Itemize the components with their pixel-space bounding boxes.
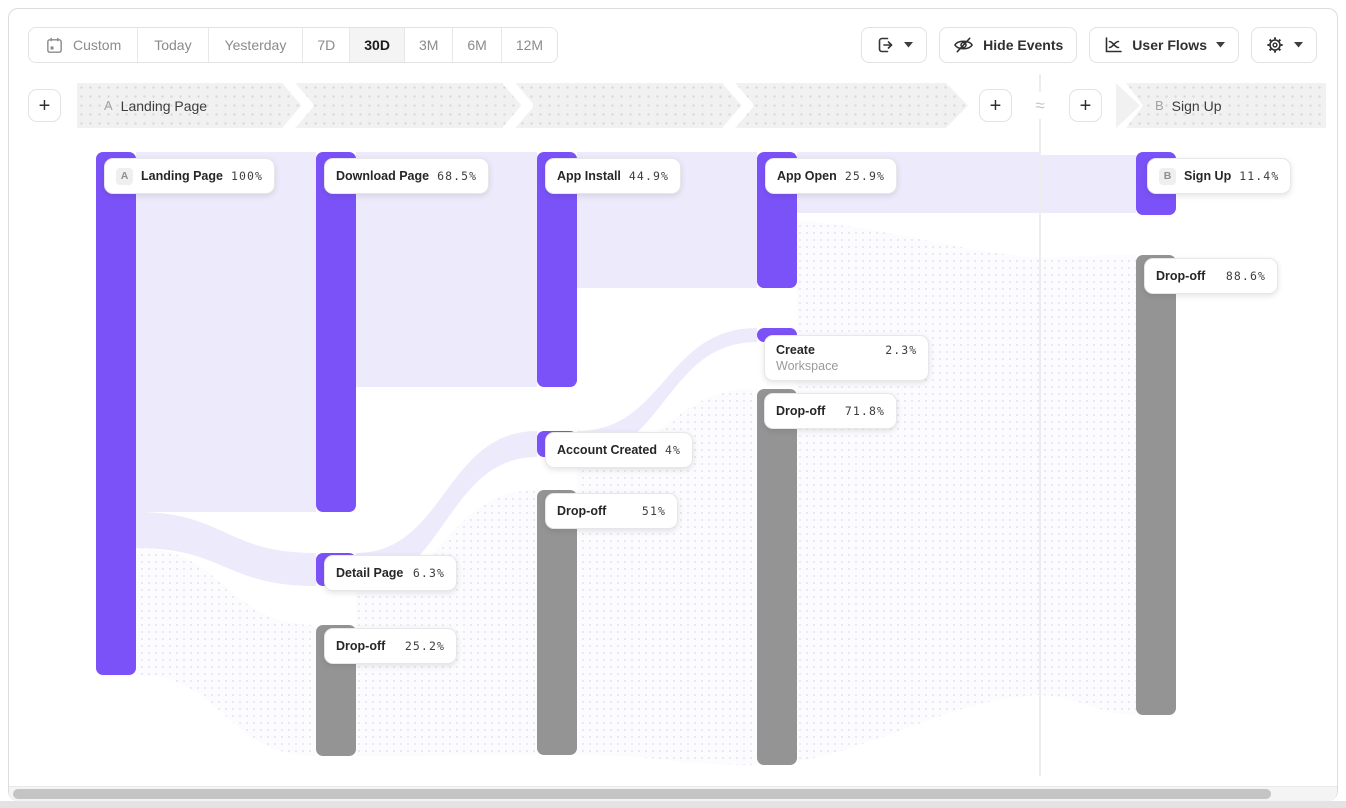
- node-value: 71.8%: [844, 404, 885, 418]
- bar-dropoff-col3[interactable]: [537, 490, 577, 755]
- node-value: 51%: [641, 504, 666, 518]
- flow-landing-to-download: [136, 152, 316, 512]
- flow-download-to-appinstall: [356, 152, 537, 387]
- flow-detail-to-account: [356, 431, 537, 586]
- node-label-account-created[interactable]: Account Created 4%: [545, 432, 694, 468]
- time-range-7d[interactable]: 7D: [303, 28, 351, 62]
- page-background-strip: [0, 801, 1346, 808]
- user-flows-chart-icon: [1103, 36, 1123, 54]
- bar-dropoff-col4[interactable]: [757, 389, 797, 765]
- node-label-dropoff-col4[interactable]: Drop-off 71.8%: [764, 393, 897, 429]
- node-name: Drop-off: [776, 404, 826, 418]
- node-label-dropoff-col2[interactable]: Drop-off 25.2%: [324, 628, 457, 664]
- flow-col2-to-dropoff3: [356, 490, 537, 756]
- time-range-3m[interactable]: 3M: [404, 28, 454, 62]
- chevron-down-icon: [1294, 42, 1303, 48]
- node-label-landing-page[interactable]: A Landing Page 100%: [104, 158, 276, 194]
- settings-button[interactable]: [1251, 27, 1317, 63]
- view-selector-button[interactable]: User Flows: [1089, 27, 1239, 63]
- time-range-custom[interactable]: Custom: [29, 28, 139, 62]
- time-range-30d[interactable]: 30D: [350, 28, 405, 62]
- node-name: Landing Page: [141, 169, 223, 183]
- node-label-dropoff-col3[interactable]: Drop-off 51%: [545, 493, 678, 529]
- node-value: 100%: [230, 169, 264, 183]
- node-label-sign-up[interactable]: B Sign Up 11.4%: [1147, 158, 1292, 194]
- node-value: 4%: [665, 443, 682, 457]
- node-name: Create: [776, 343, 815, 357]
- node-value: 68.5%: [437, 169, 478, 183]
- node-value: 6.3%: [412, 566, 445, 580]
- step-b-badge: B: [1159, 167, 1176, 185]
- node-name: Sign Up: [1184, 169, 1232, 183]
- section-separator-symbol: ≈: [1027, 92, 1053, 119]
- step-chevron-separator: [723, 83, 753, 128]
- node-label-create-workspace[interactable]: Create 2.3% Workspace: [764, 335, 930, 381]
- chevron-down-icon: [1216, 42, 1225, 48]
- flow-landing-to-detail: [136, 512, 316, 586]
- step-a-band-label: Landing Page: [120, 97, 208, 114]
- node-name: App Install: [557, 169, 621, 183]
- horizontal-scrollbar: [9, 786, 1337, 801]
- step-band-b[interactable]: B Sign Up: [1116, 83, 1326, 128]
- node-label-dropoff-b[interactable]: Drop-off 88.6%: [1144, 258, 1278, 294]
- step-b-band-label: Sign Up: [1171, 97, 1222, 114]
- chevron-down-icon: [904, 42, 914, 48]
- flow-divider-to-dropoff-b: [1041, 255, 1136, 715]
- flow-divider-to-signup: [1041, 155, 1136, 213]
- step-b-band-badge: B: [1155, 98, 1164, 113]
- node-label-download-page[interactable]: Download Page 68.5%: [324, 158, 490, 194]
- eye-off-icon: [953, 35, 974, 55]
- step-a-badge: A: [116, 167, 133, 185]
- step-chevron-separator: [283, 83, 313, 128]
- node-name: Detail Page: [336, 566, 404, 580]
- time-range-12m[interactable]: 12M: [501, 28, 558, 62]
- node-label-app-open[interactable]: App Open 25.9%: [765, 158, 897, 194]
- node-name-line2: Workspace: [776, 359, 839, 373]
- toolbar-right: Hide Events User Flows: [861, 27, 1317, 63]
- hide-events-button[interactable]: Hide Events: [939, 27, 1078, 63]
- step-chevron-separator: [503, 83, 533, 128]
- node-value: 44.9%: [628, 169, 670, 183]
- section-divider: [1039, 74, 1041, 776]
- bar-landing-page[interactable]: [96, 152, 136, 675]
- node-value: 11.4%: [1239, 169, 1280, 183]
- bar-dropoff-b[interactable]: [1136, 255, 1176, 715]
- export-icon: [875, 35, 895, 55]
- add-step-button-start[interactable]: +: [28, 89, 61, 122]
- node-name: Drop-off: [1156, 269, 1206, 283]
- step-a-band-badge: A: [104, 98, 113, 113]
- node-name: Drop-off: [557, 504, 607, 518]
- flow-landing-to-dropoff2: [136, 548, 316, 756]
- step-band-a[interactable]: A Landing Page: [77, 83, 968, 128]
- add-step-button-a-end[interactable]: +: [979, 89, 1012, 122]
- time-range-yesterday[interactable]: Yesterday: [208, 28, 304, 62]
- flow-appopen-to-divider-dropoff: [797, 220, 1039, 762]
- node-label-app-install[interactable]: App Install 44.9%: [545, 158, 682, 194]
- bar-download-page[interactable]: [316, 152, 356, 512]
- node-value: 25.2%: [404, 639, 445, 653]
- horizontal-scrollbar-thumb[interactable]: [13, 789, 1271, 799]
- calendar-icon: [45, 36, 64, 55]
- node-value: 88.6%: [1225, 269, 1266, 283]
- node-value: 25.9%: [844, 169, 885, 183]
- flow-col3-to-dropoff4: [577, 389, 757, 765]
- time-range-6m[interactable]: 6M: [453, 28, 502, 62]
- node-name: Download Page: [336, 169, 430, 183]
- gear-icon: [1265, 35, 1285, 55]
- time-range-group: Custom Today Yesterday 7D 30D 3M 6M 12M: [28, 27, 559, 63]
- node-name: Drop-off: [336, 639, 386, 653]
- step-b-arrow-point: [1116, 83, 1140, 128]
- time-range-today[interactable]: Today: [138, 28, 209, 62]
- node-label-detail-page[interactable]: Detail Page 6.3%: [324, 555, 457, 591]
- flow-account-to-createws: [577, 328, 757, 457]
- node-name: Account Created: [557, 443, 658, 457]
- node-value: 2.3%: [885, 343, 918, 357]
- add-step-button-b-start[interactable]: +: [1069, 89, 1102, 122]
- export-button[interactable]: [861, 27, 928, 63]
- node-name: App Open: [777, 169, 837, 183]
